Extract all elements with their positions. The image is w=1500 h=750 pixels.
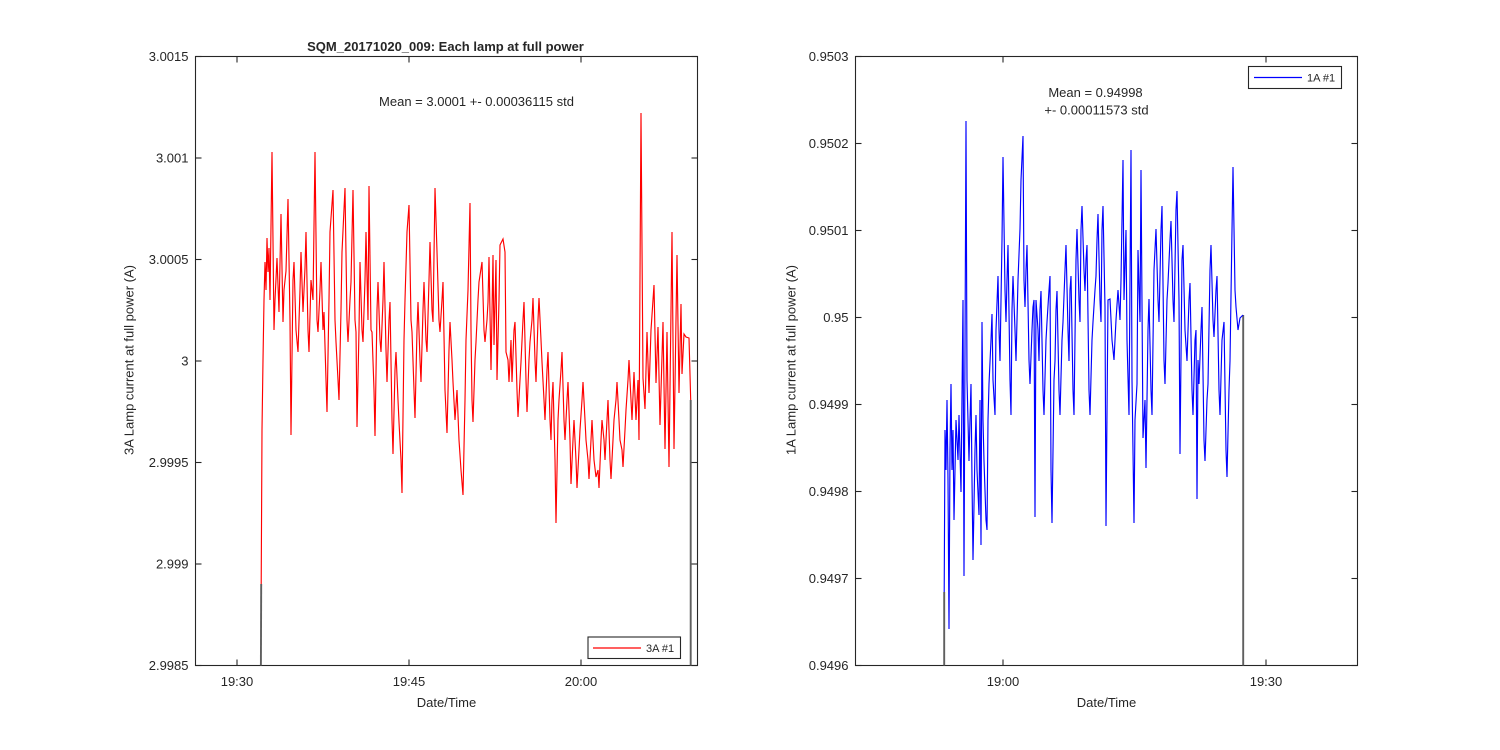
svg-text:3.001: 3.001 [156, 151, 189, 166]
svg-text:0.95: 0.95 [823, 310, 848, 325]
svg-text:SQM_20171020_009: Each lamp at: SQM_20171020_009: Each lamp at full powe… [307, 39, 584, 54]
svg-text:19:30: 19:30 [221, 674, 254, 689]
svg-text:19:30: 19:30 [1250, 674, 1283, 689]
svg-text:2.9985: 2.9985 [149, 658, 189, 673]
svg-text:3A #1: 3A #1 [646, 643, 674, 655]
svg-text:Mean = 3.0001 +- 0.00036115 st: Mean = 3.0001 +- 0.00036115 std [379, 94, 574, 109]
svg-text:+- 0.00011573 std: +- 0.00011573 std [1044, 103, 1148, 118]
svg-text:Date/Time: Date/Time [1077, 695, 1136, 710]
svg-text:2.999: 2.999 [156, 557, 189, 572]
svg-text:1A Lamp current at full power: 1A Lamp current at full power (A) [784, 265, 799, 455]
svg-text:3.0015: 3.0015 [149, 49, 189, 64]
svg-text:0.9502: 0.9502 [809, 136, 849, 151]
svg-text:1A #1: 1A #1 [1307, 73, 1335, 85]
svg-text:0.9499: 0.9499 [809, 397, 849, 412]
svg-text:Mean = 0.94998: Mean = 0.94998 [1048, 85, 1142, 100]
svg-text:20:00: 20:00 [565, 674, 598, 689]
svg-text:19:45: 19:45 [393, 674, 426, 689]
svg-text:0.9497: 0.9497 [809, 571, 849, 586]
svg-text:2.9995: 2.9995 [149, 455, 189, 470]
svg-text:0.9501: 0.9501 [809, 223, 849, 238]
svg-text:0.9503: 0.9503 [809, 49, 849, 64]
svg-text:0.9496: 0.9496 [809, 658, 849, 673]
svg-text:3A Lamp current at full power: 3A Lamp current at full power (A) [122, 265, 137, 455]
svg-text:3: 3 [181, 354, 188, 369]
svg-text:Date/Time: Date/Time [417, 695, 476, 710]
svg-text:19:00: 19:00 [987, 674, 1020, 689]
svg-text:0.9498: 0.9498 [809, 484, 849, 499]
svg-text:3.0005: 3.0005 [149, 252, 189, 267]
